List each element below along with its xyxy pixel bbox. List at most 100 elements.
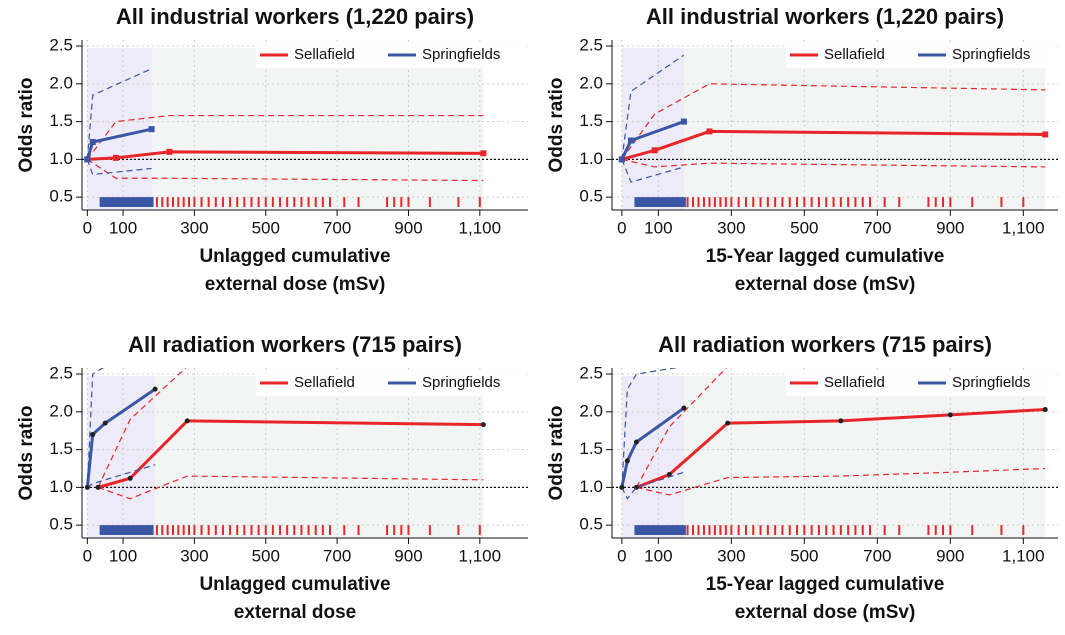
series-line [635, 408, 1046, 489]
ci-bound [621, 54, 685, 160]
y-tick-label: 0.5 [49, 187, 73, 206]
x-axis-label: external dose [234, 602, 357, 623]
plot-area [84, 68, 487, 182]
point [624, 458, 630, 464]
y-tick-label: 2.0 [579, 401, 603, 420]
plot-area [619, 368, 1048, 500]
ci-bound [97, 475, 484, 500]
legend-label: Springfields [952, 374, 1030, 391]
x-axis-label: external dose (mSv) [735, 602, 916, 623]
x-tick-label: 300 [180, 218, 208, 237]
x-tick-label: 100 [109, 218, 137, 237]
point [148, 126, 155, 133]
x-tick-label: 300 [717, 218, 745, 237]
range-shade [621, 48, 1046, 210]
point [1042, 131, 1049, 138]
x-tick-label: 700 [863, 546, 891, 565]
point [618, 156, 625, 163]
ci-bound [86, 68, 152, 160]
x-axis-label: Unlagged cumulative [199, 574, 390, 595]
panel-title: All radiation workers (715 pairs) [658, 332, 992, 357]
x-tick-label: 900 [936, 218, 964, 237]
point [112, 154, 119, 161]
range-shade [87, 376, 156, 538]
x-tick-label: 1,100 [459, 546, 502, 565]
point [619, 484, 625, 490]
point [102, 420, 108, 426]
y-axis-label: Odds ratio [546, 77, 567, 172]
point [480, 150, 487, 157]
x-tick-label: 1,100 [1002, 218, 1045, 237]
y-tick-label: 2.0 [579, 73, 603, 92]
x-tick-label: 1,100 [459, 218, 502, 237]
ci-bound [621, 158, 1046, 168]
ci-bound [636, 467, 1046, 496]
panel-title: All radiation workers (715 pairs) [128, 332, 462, 357]
plot-area [84, 368, 486, 500]
y-tick-label: 2.5 [579, 36, 603, 55]
x-tick-label: 700 [323, 218, 351, 237]
point [127, 475, 133, 481]
ci-bound [621, 471, 685, 500]
y-tick-label: 1.5 [579, 439, 603, 458]
x-tick-label: 300 [180, 546, 208, 565]
y-tick-label: 2.5 [579, 364, 603, 383]
y-tick-label: 1.5 [49, 439, 73, 458]
legend-label: Sellafield [294, 46, 355, 63]
y-tick-label: 0.5 [579, 187, 603, 206]
point [838, 418, 844, 424]
x-tick-label: 900 [394, 218, 422, 237]
panel: All industrial workers (1,220 pairs) 0.5 1… [546, 4, 1058, 295]
y-tick-label: 2.5 [49, 36, 73, 55]
ci-bound [86, 368, 104, 488]
x-tick-label: 0 [83, 218, 92, 237]
ci-bound [87, 464, 156, 488]
x-axis-label: external dose (mSv) [205, 274, 386, 295]
x-tick-label: 0 [617, 546, 626, 565]
range-shade [621, 48, 684, 210]
x-tick-label: 1,100 [1002, 546, 1045, 565]
legend-label: Springfields [952, 46, 1030, 63]
x-axis-label: external dose (mSv) [735, 274, 916, 295]
y-tick-label: 1.0 [49, 149, 73, 168]
y-tick-label: 1.0 [579, 149, 603, 168]
ci-bound [621, 159, 685, 183]
ci-bound [97, 368, 187, 488]
point [627, 137, 634, 144]
point [95, 484, 101, 490]
point [725, 420, 731, 426]
x-tick-label: 100 [644, 218, 672, 237]
x-tick-label: 500 [790, 218, 818, 237]
legend-label: Springfields [422, 46, 500, 63]
y-tick-label: 2.0 [49, 73, 73, 92]
point [706, 128, 713, 135]
y-tick-label: 2.5 [49, 364, 73, 383]
point [84, 156, 91, 163]
ci-bound [86, 159, 152, 176]
panel: All radiation workers (715 pairs) 0.5 1.0 1… [546, 332, 1058, 623]
legend-label: Springfields [422, 374, 500, 391]
x-tick-label: 100 [109, 546, 137, 565]
ci-bound [621, 368, 679, 488]
ci-bound [87, 158, 484, 182]
x-tick-label: 500 [790, 546, 818, 565]
x-tick-label: 0 [83, 546, 92, 565]
x-axis-label: 15-Year lagged cumulative [706, 574, 945, 595]
y-tick-label: 0.5 [579, 515, 603, 534]
point [680, 118, 687, 125]
x-tick-label: 900 [936, 546, 964, 565]
series-line [97, 419, 484, 489]
x-tick-label: 900 [394, 546, 422, 565]
x-tick-label: 100 [644, 546, 672, 565]
y-axis-label: Odds ratio [16, 77, 37, 172]
y-axis-label: Odds ratio [546, 405, 567, 500]
panel: All radiation workers (715 pairs) 0.5 1.0 1… [16, 332, 528, 623]
x-tick-label: 300 [717, 546, 745, 565]
legend-label: Sellafield [294, 374, 355, 391]
legend-label: Sellafield [824, 46, 885, 63]
series-line [87, 150, 484, 161]
y-tick-label: 1.0 [579, 477, 603, 496]
y-tick-label: 1.0 [49, 477, 73, 496]
